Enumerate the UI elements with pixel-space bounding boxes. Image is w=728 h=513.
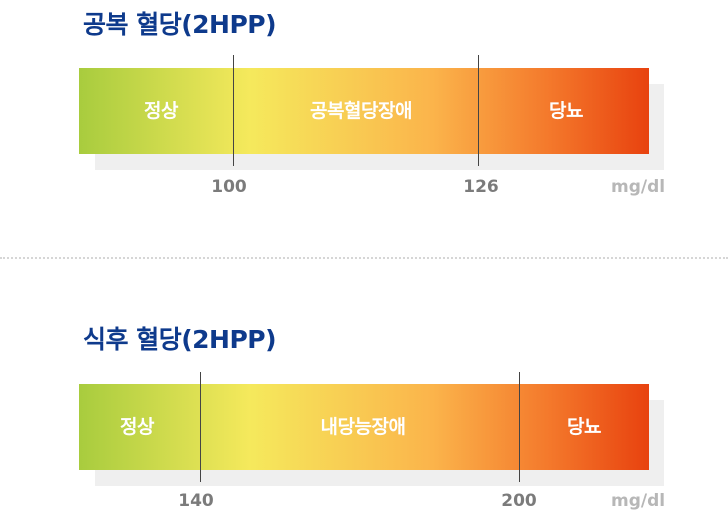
fasting-glucose-section: 공복 혈당(2HPP) 정상 공복혈당장애 당뇨 100 126 mg/dl — [0, 0, 728, 240]
fasting-divider-126 — [478, 55, 479, 166]
postmeal-divider-200 — [519, 372, 520, 482]
section-divider — [0, 257, 728, 259]
fasting-tick-126: 126 — [463, 177, 499, 197]
postmeal-tick-200: 200 — [501, 491, 537, 511]
fasting-segment-impaired: 공복혈당장애 — [310, 100, 412, 122]
postmeal-segment-diabetes: 당뇨 — [567, 416, 601, 438]
fasting-segment-normal: 정상 — [144, 100, 178, 122]
postmeal-title: 식후 혈당(2HPP) — [83, 325, 277, 354]
fasting-gradient-bar: 정상 공복혈당장애 당뇨 — [79, 68, 649, 154]
fasting-title: 공복 혈당(2HPP) — [83, 10, 277, 39]
postmeal-divider-140 — [200, 372, 201, 482]
fasting-segment-diabetes: 당뇨 — [549, 100, 583, 122]
postmeal-gradient-bar: 정상 내당능장애 당뇨 — [79, 384, 649, 470]
postmeal-tick-140: 140 — [178, 491, 214, 511]
postmeal-unit: mg/dl — [611, 491, 666, 511]
fasting-tick-100: 100 — [211, 177, 247, 197]
postmeal-segment-impaired: 내당능장애 — [320, 416, 406, 438]
fasting-unit: mg/dl — [611, 177, 666, 197]
postmeal-glucose-section: 식후 혈당(2HPP) 정상 내당능장애 당뇨 140 200 mg/dl — [0, 316, 728, 513]
postmeal-segment-normal: 정상 — [120, 416, 154, 438]
fasting-divider-100 — [233, 55, 234, 166]
